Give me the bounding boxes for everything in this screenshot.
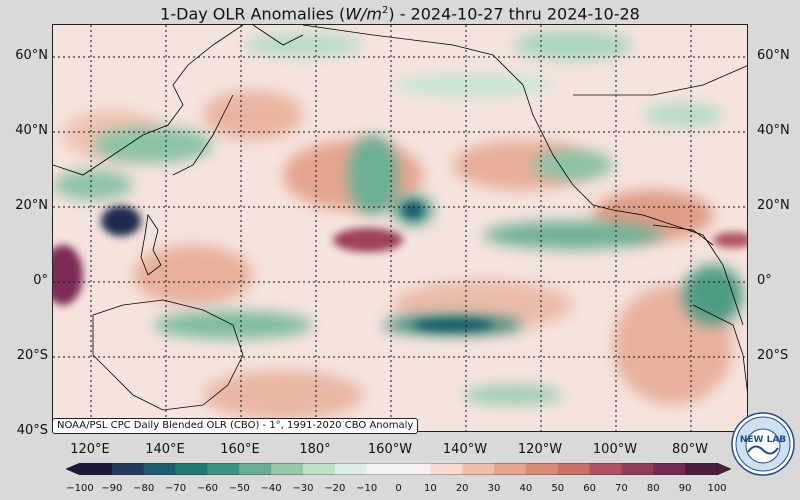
- lat-label-right-60n: 60°N: [757, 48, 790, 63]
- colorbar-segment: [685, 463, 718, 475]
- colorbar: [66, 463, 731, 475]
- colorbar-tick-label: 20: [455, 483, 469, 494]
- colorbar-tick-label: −10: [356, 483, 378, 494]
- colorbar-max-arrow: [716, 463, 731, 475]
- lon-label-160e: 160°E: [220, 442, 260, 457]
- colorbar-segment: [111, 463, 145, 475]
- colorbar-segment: [175, 463, 208, 475]
- colorbar-segment: [302, 463, 336, 475]
- colorbar-tick-label: 10: [423, 483, 437, 494]
- colorbar-tick-label: −100: [66, 483, 94, 494]
- colorbar-segment: [462, 463, 495, 475]
- colorbar-segment: [653, 463, 686, 475]
- colorbar-tick-label: 70: [615, 483, 628, 494]
- colorbar-min-arrow: [66, 463, 81, 475]
- colorbar-segment: [398, 463, 431, 475]
- colorbar-tick-label: 50: [551, 483, 565, 494]
- lat-label-left-40n: 40°N: [15, 123, 48, 138]
- map-canvas: [53, 25, 747, 431]
- olr-anomaly-map: [52, 24, 748, 432]
- colorbar-tick-label: −30: [292, 483, 314, 494]
- lon-label-180: 180°: [299, 442, 331, 457]
- colorbar-segments: [79, 463, 718, 475]
- colorbar-segment: [525, 463, 559, 475]
- colorbar-tick-label: 80: [646, 483, 660, 494]
- colorbar-segment: [271, 463, 304, 475]
- coastlines: [53, 25, 747, 411]
- colorbar-segment: [143, 463, 177, 475]
- lon-label-140e: 140°E: [145, 442, 185, 457]
- strong-negative-anomalies: [101, 202, 493, 331]
- title-suffix: ) - 2024-10-27 thru 2024-10-28: [388, 4, 640, 24]
- lon-label-140w: 140°W: [442, 442, 488, 457]
- lat-label-left-equator: 0°: [33, 273, 48, 288]
- colorbar-segment: [207, 463, 240, 475]
- colorbar-segment: [621, 463, 654, 475]
- title-unit-exponent: 2: [381, 5, 389, 16]
- colorbar-segment: [430, 463, 463, 475]
- logo-text: NEW LAB: [740, 435, 786, 445]
- lat-label-left-40s: 40°S: [16, 423, 48, 438]
- graticule: [53, 25, 747, 431]
- colorbar-tick-label: 30: [487, 483, 501, 494]
- colorbar-segment: [239, 463, 272, 475]
- colorbar-tick-label: 0: [395, 483, 402, 494]
- lat-label-right-20n: 20°N: [757, 198, 790, 213]
- lat-label-left-20n: 20°N: [15, 198, 48, 213]
- colorbar-segment: [589, 463, 622, 475]
- title-prefix: 1-Day OLR Anomalies (: [160, 4, 346, 24]
- colorbar-tick-label: 90: [678, 483, 692, 494]
- colorbar-tick-label: 100: [707, 483, 727, 494]
- colorbar-tick-label: −40: [260, 483, 282, 494]
- colorbar-tick-label: −90: [101, 483, 123, 494]
- colorbar-tick-label: 60: [583, 483, 596, 494]
- colorbar-tick-label: −60: [196, 483, 218, 494]
- colorbar-segment: [557, 463, 591, 475]
- lat-label-right-equator: 0°: [757, 273, 772, 288]
- map-title: 1-Day OLR Anomalies (W/m2) - 2024-10-27 …: [0, 0, 800, 24]
- lat-label-right-40n: 40°N: [757, 123, 790, 138]
- lat-label-right-20s: 20°S: [757, 348, 789, 363]
- lon-label-160w: 160°W: [367, 442, 413, 457]
- colorbar-segment: [334, 463, 368, 475]
- lon-label-100w: 100°W: [592, 442, 638, 457]
- lat-label-left-60n: 60°N: [15, 48, 48, 63]
- lat-label-left-20s: 20°S: [16, 348, 48, 363]
- lon-label-80w: 80°W: [672, 442, 708, 457]
- colorbar-tick-label: −20: [324, 483, 346, 494]
- colorbar-segment: [494, 463, 527, 475]
- strong-positive-anomalies: [53, 228, 747, 305]
- colorbar-tick-label: −50: [228, 483, 250, 494]
- lon-label-120e: 120°E: [70, 442, 110, 457]
- colorbar-tick-label: −70: [164, 483, 187, 494]
- colorbar-segment: [366, 463, 399, 475]
- lon-label-120w: 120°W: [517, 442, 563, 457]
- noaa-emblem-icon: NEW LAB: [731, 412, 795, 476]
- colorbar-segment: [80, 463, 113, 475]
- colorbar-tick-label: 40: [519, 483, 533, 494]
- data-source-attribution: NOAA/PSL CPC Daily Blended OLR (CBO) - 1…: [52, 418, 419, 434]
- colorbar-tick-label: −80: [133, 483, 155, 494]
- title-unit: W/m: [345, 4, 382, 24]
